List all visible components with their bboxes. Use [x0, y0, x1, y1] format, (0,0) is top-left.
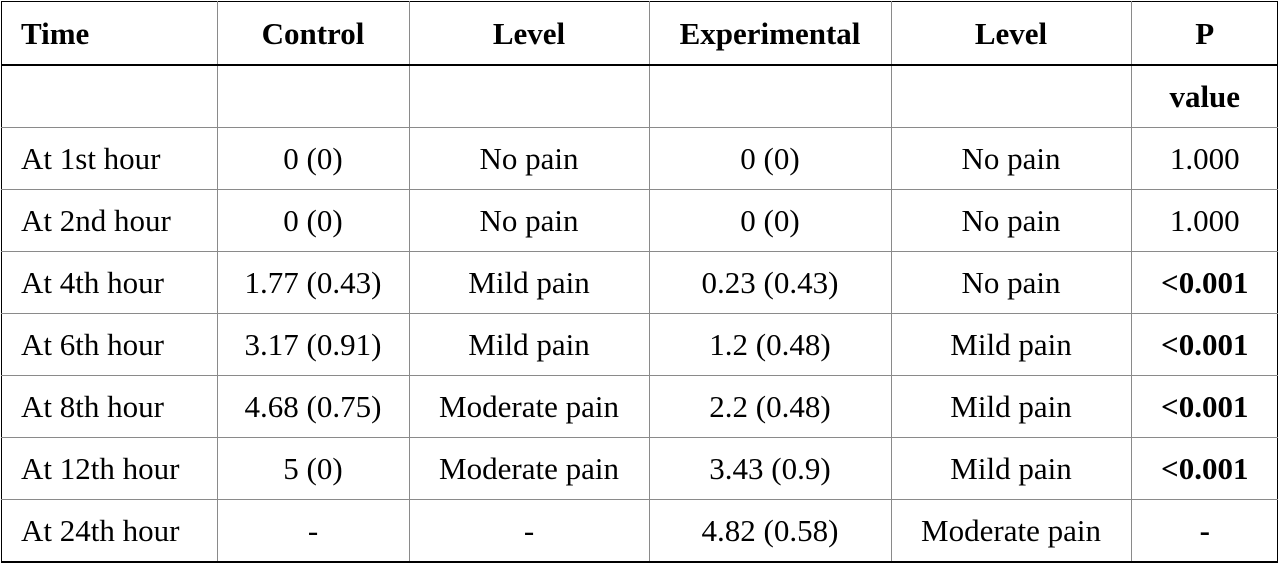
cell-time: At 1st hour	[1, 127, 218, 190]
cell-p-value: -	[1130, 499, 1278, 562]
table-row: At 2nd hour 0 (0) No pain 0 (0) No pain 1.000	[1, 189, 1278, 252]
cell-control: 4.68 (0.75)	[216, 375, 410, 438]
header-time: Time	[1, 1, 218, 66]
cell-experimental: 4.82 (0.58)	[648, 499, 892, 562]
cell-control-level: -	[408, 499, 650, 562]
cell-time: At 24th hour	[1, 499, 218, 562]
cell-experimental: 2.2 (0.48)	[648, 375, 892, 438]
cell-p-value: <0.001	[1130, 375, 1278, 438]
header-experimental-level: Level	[890, 1, 1132, 66]
header-row-continuation: value	[1, 65, 1278, 128]
cell-control-level: Mild pain	[408, 251, 650, 314]
cell-control: -	[216, 499, 410, 562]
header-control-level: Level	[408, 1, 650, 66]
cell-experimental: 0 (0)	[648, 127, 892, 190]
cell-experimental-level: No pain	[890, 189, 1132, 252]
cell-experimental: 3.43 (0.9)	[648, 437, 892, 500]
cell-experimental-level: Mild pain	[890, 375, 1132, 438]
header-blank	[1, 65, 218, 128]
cell-control: 3.17 (0.91)	[216, 313, 410, 376]
cell-experimental-level: No pain	[890, 251, 1132, 314]
cell-control-level: Moderate pain	[408, 375, 650, 438]
table-row: At 6th hour 3.17 (0.91) Mild pain 1.2 (0.48…	[1, 313, 1278, 376]
cell-time: At 12th hour	[1, 437, 218, 500]
header-row: Time Control Level Experimental Level P	[1, 1, 1278, 66]
cell-experimental: 0 (0)	[648, 189, 892, 252]
cell-control: 0 (0)	[216, 127, 410, 190]
cell-p-value: <0.001	[1130, 313, 1278, 376]
header-p-value-line2: value	[1130, 65, 1278, 128]
cell-experimental: 0.23 (0.43)	[648, 251, 892, 314]
cell-p-value: <0.001	[1130, 251, 1278, 314]
cell-control: 0 (0)	[216, 189, 410, 252]
cell-control: 5 (0)	[216, 437, 410, 500]
cell-time: At 4th hour	[1, 251, 218, 314]
header-blank	[890, 65, 1132, 128]
cell-experimental: 1.2 (0.48)	[648, 313, 892, 376]
cell-control-level: Moderate pain	[408, 437, 650, 500]
cell-p-value: 1.000	[1130, 127, 1278, 190]
header-control: Control	[216, 1, 410, 66]
table-row: At 24th hour - -4.82 (0.58) Moderate pain -	[1, 499, 1278, 562]
table-body: At 1st hour 0 (0) No pain 0 (0) No pain 1.000…	[1, 127, 1278, 562]
header-experimental: Experimental	[648, 1, 892, 66]
header-blank	[216, 65, 410, 128]
header-blank	[648, 65, 892, 128]
table-row: At 1st hour 0 (0) No pain 0 (0) No pain 1.000	[1, 127, 1278, 190]
cell-control-level: No pain	[408, 189, 650, 252]
cell-time: At 8th hour	[1, 375, 218, 438]
cell-time: At 2nd hour	[1, 189, 218, 252]
cell-p-value: <0.001	[1130, 437, 1278, 500]
cell-experimental-level: Mild pain	[890, 313, 1132, 376]
cell-control: 1.77 (0.43)	[216, 251, 410, 314]
cell-experimental-level: Moderate pain	[890, 499, 1132, 562]
cell-experimental-level: No pain	[890, 127, 1132, 190]
cell-p-value: 1.000	[1130, 189, 1278, 252]
table-row: At 4th hour 1.77 (0.43) Mild pain 0.23 (0.4…	[1, 251, 1278, 314]
header-blank	[408, 65, 650, 128]
cell-time: At 6th hour	[1, 313, 218, 376]
table-row: At 8th hour 4.68 (0.75) Moderate pain 2.2 (…	[1, 375, 1278, 438]
cell-control-level: No pain	[408, 127, 650, 190]
table-row: At 12th hour 5 (0) Moderate pain 3.43 (0.9)…	[1, 437, 1278, 500]
cell-experimental-level: Mild pain	[890, 437, 1132, 500]
header-p-value: P	[1130, 1, 1278, 66]
cell-control-level: Mild pain	[408, 313, 650, 376]
